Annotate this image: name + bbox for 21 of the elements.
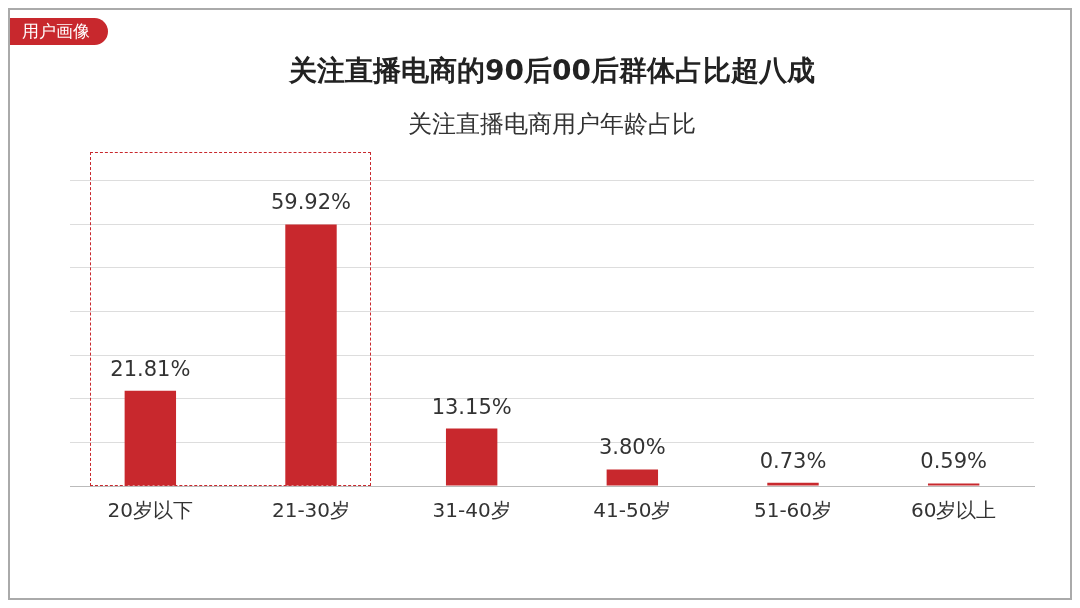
x-tick-label: 51-60岁 [753,498,833,523]
chart-subtitle: 关注直播电商用户年龄占比 [408,110,696,139]
bar [285,224,337,486]
data-label: 13.15% [431,394,512,419]
data-label: 0.59% [920,449,988,474]
data-label: 59.92% [270,190,352,215]
bar [606,469,659,486]
x-tick-label: 41-50岁 [593,498,672,523]
bar [767,482,819,486]
x-tick-label: 31-40岁 [432,498,511,523]
bar [124,390,177,486]
data-label: 21.81% [110,356,191,381]
bar [927,483,980,486]
x-tick-label: 21-30岁 [271,498,351,523]
text: 用户画像 [10,18,108,45]
data-label: 0.73% [759,448,827,473]
x-tick-label: 20岁以下 [107,498,194,523]
chart-title: 关注直播电商的90后00后群体占比超八成 [288,54,815,88]
data-label: 3.80% [598,435,666,460]
bar [445,428,498,486]
x-tick-label: 60岁以上 [910,498,997,523]
